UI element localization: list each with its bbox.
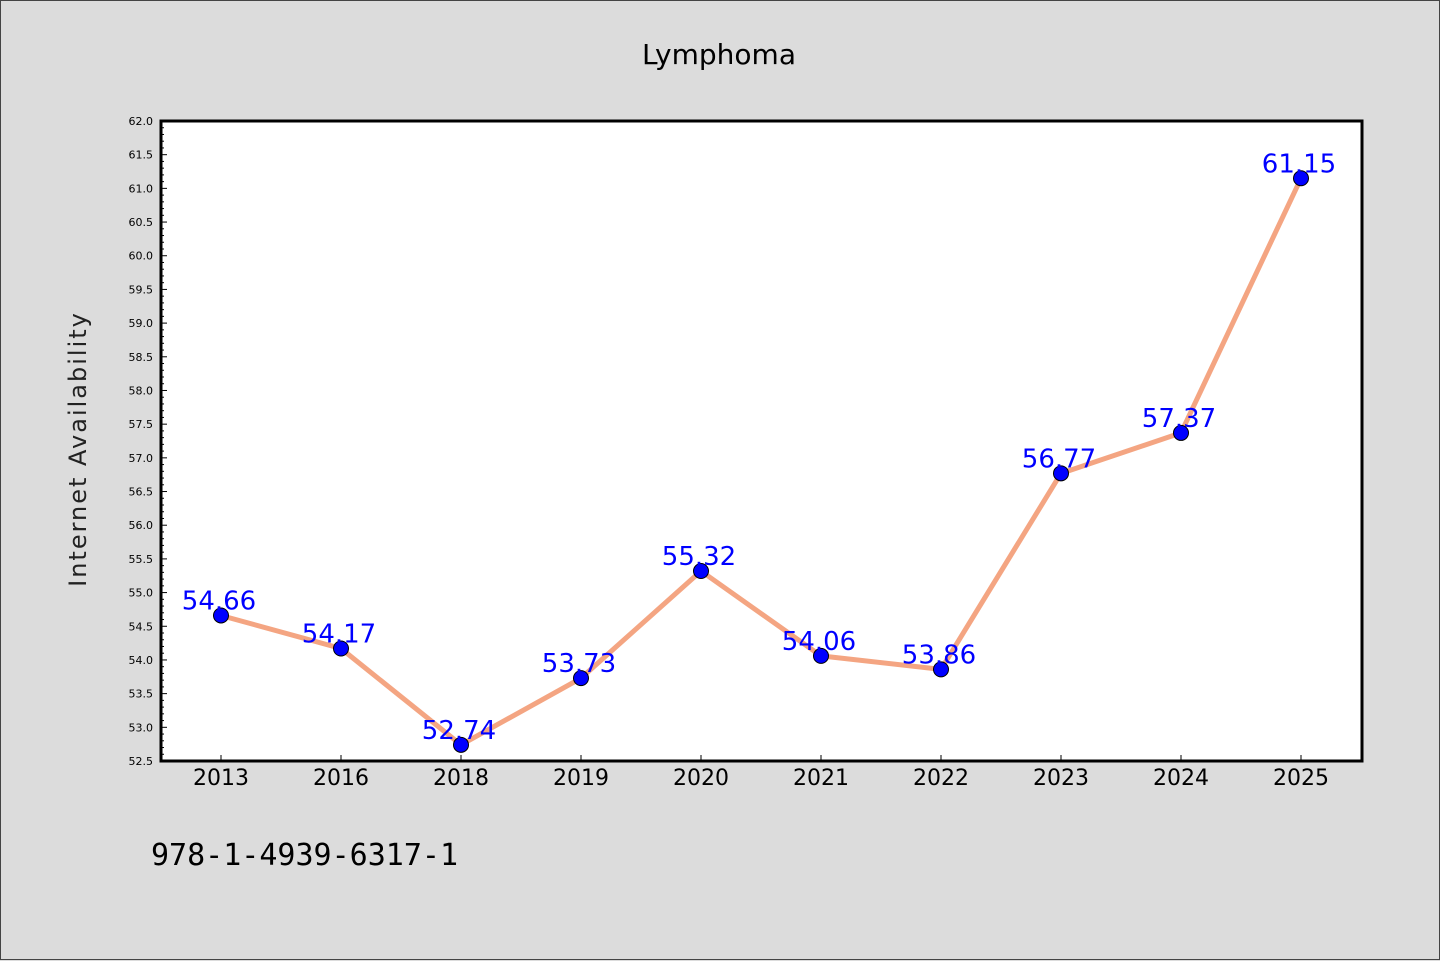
- y-tick-label: 58.0: [129, 384, 154, 397]
- y-tick-label: 60.0: [129, 250, 154, 263]
- y-tick-label: 53.5: [129, 688, 154, 701]
- plot-area: [159, 119, 1364, 763]
- x-tick-label: 2024: [1153, 766, 1209, 791]
- y-tick-label: 56.5: [129, 486, 154, 499]
- y-tick-label: 52.5: [129, 755, 154, 768]
- data-point: [813, 647, 829, 664]
- data-label: 54.17: [302, 619, 376, 649]
- x-tick-label: 2019: [553, 766, 609, 791]
- data-label: 53.73: [542, 649, 616, 679]
- x-tick-label: 2025: [1273, 766, 1329, 791]
- data-point: [1293, 170, 1309, 187]
- data-point: [333, 640, 349, 657]
- chart-title: Lymphoma: [642, 38, 796, 71]
- y-tick-label: 61.0: [129, 182, 154, 195]
- y-tick-label: 53.0: [129, 721, 154, 734]
- y-tick-label: 58.5: [129, 351, 154, 364]
- data-label: 53.86: [902, 640, 976, 670]
- data-label-group: 54.66 54.17 52.74 53.73 55.32 54.06 53.86 56.77…: [182, 149, 1336, 746]
- y-tick-label: 59.0: [129, 317, 154, 330]
- y-tick-label: 55.0: [129, 587, 154, 600]
- x-axis: 2013 2016 2018 2019 2020 2021 2022 2023 2024 2025: [193, 755, 1329, 791]
- data-label: 52.74: [422, 716, 496, 746]
- x-tick-label: 2013: [193, 766, 249, 791]
- x-tick-label: 2023: [1033, 766, 1089, 791]
- data-point: [1053, 465, 1069, 482]
- data-label: 54.06: [782, 627, 856, 657]
- data-point: [693, 563, 709, 580]
- x-tick-label: 2021: [793, 766, 849, 791]
- series-line-group: [218, 175, 1304, 748]
- data-label: 61.15: [1262, 149, 1336, 179]
- x-tick-label: 2018: [433, 766, 489, 791]
- data-point: [573, 670, 589, 687]
- x-tick-label: 2016: [313, 766, 369, 791]
- y-tick-label: 57.5: [129, 418, 154, 431]
- y-tick-label: 54.0: [129, 654, 154, 667]
- y-axis: 52.5 53.0 53.5 54.0 54.5 55.0 55.5 56.0 56.5 57.0…: [129, 115, 167, 768]
- data-label: 56.77: [1022, 444, 1096, 474]
- data-label: 57.37: [1142, 404, 1216, 434]
- y-tick-label: 60.5: [129, 216, 154, 229]
- y-tick-label: 57.0: [129, 452, 154, 465]
- data-point: [933, 661, 949, 678]
- x-tick-label: 2020: [673, 766, 729, 791]
- data-point: [213, 607, 229, 624]
- data-label: 54.66: [182, 586, 256, 616]
- data-label: 55.32: [662, 542, 736, 572]
- y-tick-label: 62.0: [129, 115, 154, 128]
- y-axis-label: Internet Availability: [64, 311, 92, 587]
- data-point: [1173, 424, 1189, 441]
- isbn-text: 978-1-4939-6317-1: [151, 838, 458, 873]
- y-tick-label: 56.0: [129, 519, 154, 532]
- y-tick-label: 61.5: [129, 149, 154, 162]
- marker-group: [213, 170, 1309, 753]
- y-tick-label: 59.5: [129, 283, 154, 296]
- y-tick-label: 54.5: [129, 620, 154, 633]
- data-point: [453, 736, 469, 753]
- series-line: [218, 175, 1304, 748]
- x-tick-label: 2022: [913, 766, 969, 791]
- y-tick-label: 55.5: [129, 553, 154, 566]
